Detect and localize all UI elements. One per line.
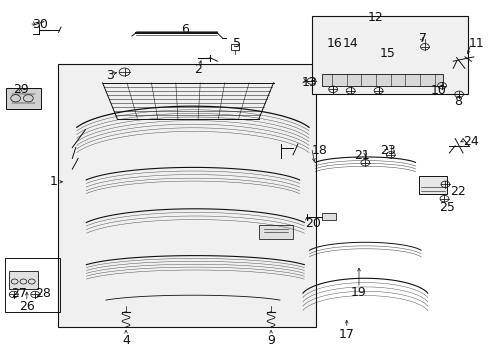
Bar (322, 213, 335, 220)
Bar (418, 176, 447, 194)
Text: 15: 15 (379, 47, 395, 60)
Text: 22: 22 (449, 185, 465, 198)
Bar (311, 16, 467, 94)
Text: 9: 9 (266, 334, 274, 347)
Text: 17: 17 (338, 328, 354, 341)
Bar (9, 271, 38, 289)
Text: 6: 6 (181, 23, 188, 36)
Text: 24: 24 (462, 135, 478, 148)
Text: 21: 21 (354, 149, 369, 162)
Text: 25: 25 (439, 201, 454, 213)
Text: 29: 29 (13, 83, 28, 96)
Text: 26: 26 (19, 300, 35, 313)
Text: 7: 7 (418, 32, 426, 45)
Text: 23: 23 (379, 144, 395, 157)
Text: 16: 16 (325, 37, 341, 50)
Bar (6, 88, 41, 109)
Text: 11: 11 (468, 37, 484, 50)
Text: 13: 13 (301, 76, 317, 89)
Bar (258, 225, 292, 239)
Text: 3: 3 (106, 69, 114, 82)
Text: 27: 27 (11, 287, 26, 300)
Text: 20: 20 (305, 217, 321, 230)
Text: 14: 14 (342, 37, 358, 50)
Text: 30: 30 (32, 18, 47, 31)
Text: 1: 1 (50, 175, 58, 188)
Bar (230, 44, 239, 50)
Text: 28: 28 (35, 287, 51, 300)
Text: 5: 5 (233, 37, 241, 50)
Text: 19: 19 (350, 286, 366, 299)
Bar (5, 258, 60, 312)
Text: 2: 2 (194, 63, 202, 76)
Text: 8: 8 (453, 95, 461, 108)
Text: 12: 12 (366, 11, 382, 24)
Text: 18: 18 (311, 144, 327, 157)
Bar (58, 64, 316, 327)
Text: 4: 4 (122, 334, 130, 347)
Bar (322, 74, 443, 86)
Text: 10: 10 (430, 84, 446, 97)
